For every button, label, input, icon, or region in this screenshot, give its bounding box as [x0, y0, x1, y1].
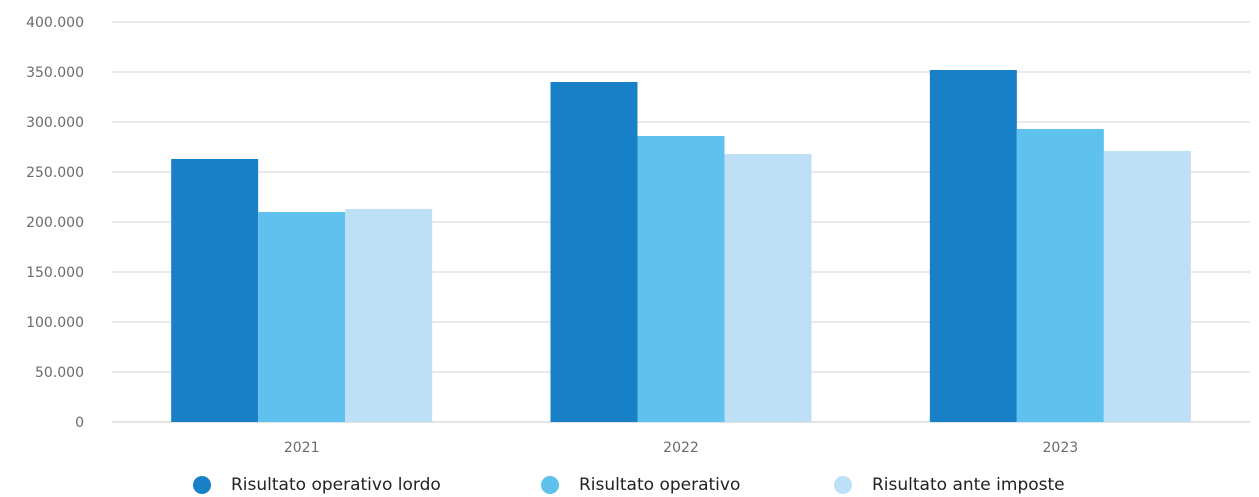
legend-marker-series-1 [541, 475, 559, 494]
bar-2021-series-2 [345, 209, 433, 422]
legend-marker-series-2 [834, 475, 852, 494]
bars [171, 70, 1191, 422]
y-tick-label: 150.000 [26, 265, 84, 281]
x-tick-label: 2022 [663, 440, 699, 456]
legend-label-series-1: Risultato operativo [579, 474, 741, 495]
legend-label-series-0: Risultato operativo lordo [231, 474, 441, 495]
x-axis-tick-labels: 2021 2022 2023 [284, 440, 1078, 456]
bar-2023-series-1 [1016, 129, 1104, 422]
bar-2023-series-0 [929, 70, 1017, 422]
legend-item-series-2: Risultato ante imposte [834, 472, 1065, 497]
y-tick-label: 50.000 [35, 365, 84, 381]
bar-2022-series-2 [724, 154, 812, 422]
bar-2021-series-0 [171, 159, 259, 422]
y-tick-label: 250.000 [26, 165, 84, 181]
y-tick-label: 0 [75, 415, 84, 431]
y-tick-label: 100.000 [26, 315, 84, 331]
y-tick-label: 300.000 [26, 115, 84, 131]
x-tick-label: 2023 [1043, 440, 1079, 456]
bar-2021-series-1 [258, 212, 346, 422]
legend-item-series-0: Risultato operativo lordo [193, 472, 441, 497]
legend-label-series-2: Risultato ante imposte [872, 474, 1065, 495]
bar-chart: 0 50.000 100.000 150.000 200.000 250.000 300.0… [26, 15, 1250, 456]
legend: Risultato operativo lordo Risultato oper… [0, 472, 1259, 497]
y-tick-label: 400.000 [26, 15, 84, 31]
y-tick-label: 200.000 [26, 215, 84, 231]
x-tick-label: 2021 [284, 440, 320, 456]
bar-2022-series-1 [637, 136, 725, 422]
bar-2022-series-0 [550, 82, 638, 422]
legend-item-series-1: Risultato operativo [541, 472, 740, 497]
y-tick-label: 350.000 [26, 65, 84, 81]
y-axis-tick-labels: 0 50.000 100.000 150.000 200.000 250.000 300.0… [26, 15, 84, 431]
bar-2023-series-2 [1103, 151, 1191, 422]
legend-marker-series-0 [193, 475, 211, 494]
